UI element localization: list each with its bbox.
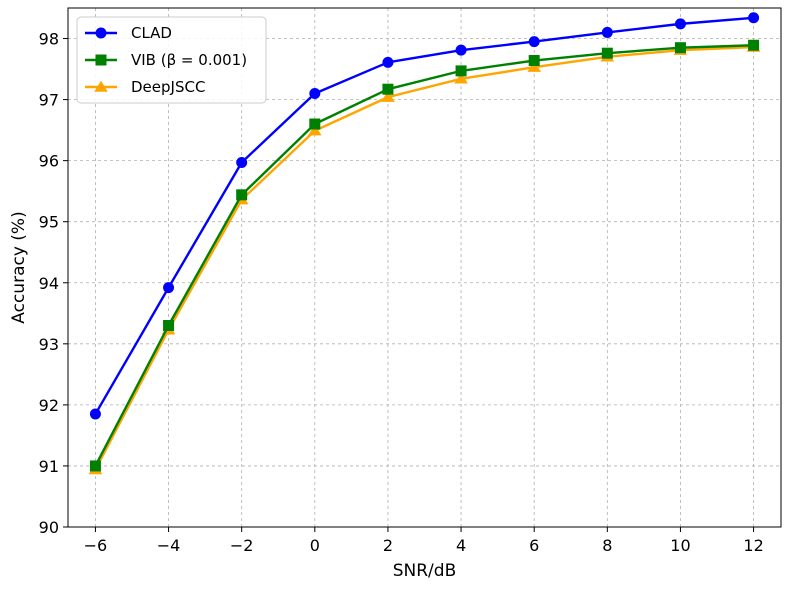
y-tick-label: 91 [39,457,59,476]
x-tick-label: −4 [157,536,181,555]
y-tick-label: 93 [39,335,59,354]
data-point-triangle [527,60,542,72]
data-point-circle [674,18,686,30]
axis-ticks: −6 −4 −2 0 2 4 6 8 10 12 90 91 92 93 94 95 96 97 98 [39,30,764,555]
x-tick-label: −2 [230,536,254,555]
data-point-circle [163,282,175,294]
plot-area-frame [67,7,782,528]
legend-entry: DeepJSCC [85,78,205,96]
y-axis-title: Accuracy (%) [9,211,29,323]
data-point-square [163,320,175,332]
legend-label: CLAD [131,24,172,42]
legend-entry: CLAD [85,24,172,42]
y-tick-label: 98 [39,30,59,49]
x-tick-label: 8 [602,536,612,555]
data-point-square [382,83,394,95]
legend: CLAD VIB (β = 0.001) DeepJSCC [76,16,267,104]
data-point-triangle [381,90,395,102]
series-square [89,39,760,472]
x-tick-label: 2 [383,536,393,555]
data-point-square [748,39,760,51]
data-point-circle [455,44,467,56]
legend-label: VIB (β = 0.001) [131,51,247,69]
y-tick-label: 96 [39,152,59,171]
legend-box [76,16,267,104]
y-tick-label: 95 [39,213,59,232]
data-point-circle [382,56,394,68]
x-tick-label: 12 [743,536,763,555]
x-tick-label: 4 [456,536,466,555]
data-point-square [236,189,248,201]
series-line [94,44,754,467]
data-point-square [309,118,321,130]
series-triangle [88,40,761,475]
data-point-square [601,47,613,59]
data-point-circle [236,156,248,168]
data-point-triangle [307,124,322,136]
x-tick-label: 0 [310,536,320,555]
x-axis-title: SNR/dB [393,561,457,581]
data-point-circle [528,36,540,48]
legend-label: DeepJSCC [131,78,205,96]
data-point-circle [601,26,613,38]
series-line [94,45,754,471]
series-line [94,16,754,415]
y-tick-label: 94 [39,274,59,293]
data-point-circle [748,12,760,24]
data-point-triangle [94,80,108,92]
data-point-square [528,55,540,67]
y-tick-label: 92 [39,396,59,415]
data-point-circle [95,27,107,39]
data-point-circle [309,87,321,99]
series-circle [89,12,760,420]
legend-entry: VIB (β = 0.001) [85,51,247,69]
x-tick-label: −6 [84,536,108,555]
data-point-square [95,54,107,66]
data-point-triangle [454,72,468,84]
x-tick-label: 10 [670,536,690,555]
y-tick-label: 90 [39,518,59,537]
y-tick-label: 97 [39,91,59,110]
data-point-square [89,460,101,472]
data-point-square [674,42,686,54]
data-point-square [455,65,467,77]
data-point-circle [89,408,101,420]
series-layer [88,12,761,475]
x-tick-label: 6 [529,536,539,555]
